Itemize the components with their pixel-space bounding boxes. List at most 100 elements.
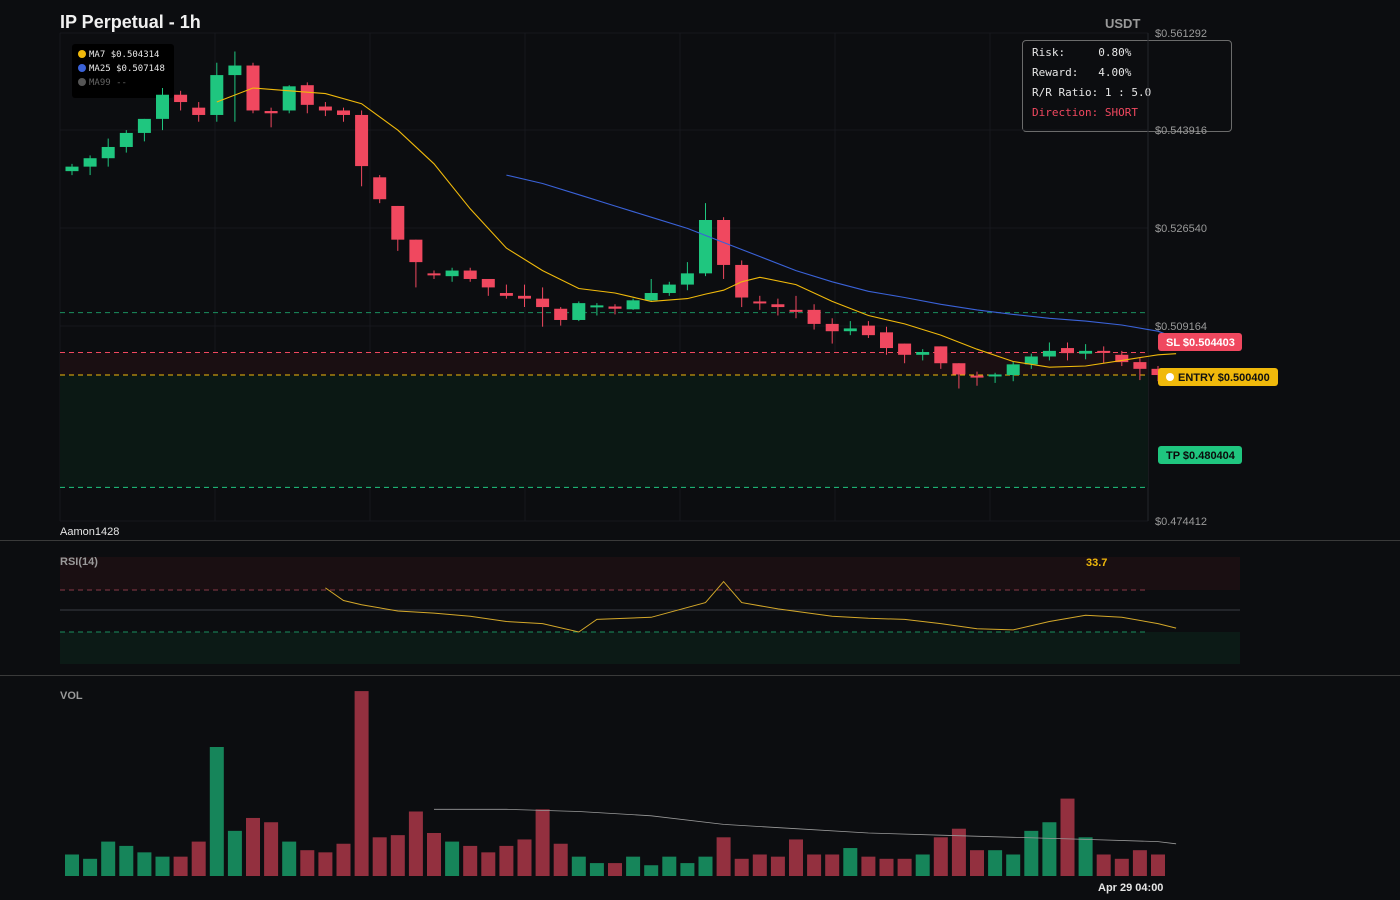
volume-bar [807,854,822,876]
candle [337,107,350,122]
volume-bar [1151,854,1165,876]
volume-bar [734,858,749,876]
volume-bar [680,863,695,876]
candle-body [861,325,875,336]
entry-tag: ENTRY $0.500400 [1158,368,1278,386]
candle [1061,342,1074,361]
profit-zone [60,375,1148,488]
ma-legend: MA7 $0.504314 MA25 $0.507148 MA99 -- [72,44,174,98]
candle [518,284,531,308]
rsi-chart[interactable] [0,541,1400,676]
candle-body [1042,350,1056,357]
volume-bar [65,854,79,876]
rsi-line [325,580,1177,633]
candle-body [228,65,242,76]
volume-bar [101,841,116,876]
volume-bar [825,854,840,876]
sl-tag-text: SL $0.504403 [1166,337,1235,349]
candle [699,203,712,277]
direction-value: SHORT [1104,106,1138,119]
volume-bar [83,858,98,876]
candle-body [898,343,912,355]
y-tick-label: $0.526540 [1155,223,1207,235]
tp-tag-bg [1158,446,1242,464]
reward-value: 4.00% [1098,66,1132,79]
volume-bar [445,841,460,876]
candle-body [1079,350,1093,354]
volume-bar [843,848,858,876]
candle [861,321,875,338]
candle [970,371,984,386]
reward-label: Reward: [1032,66,1079,79]
legend-ma7-name: MA7 [89,50,106,60]
candle-body [282,86,296,111]
volume-bar [608,863,622,876]
candle [65,163,79,176]
candle-body [554,308,568,320]
volume-bar [463,845,478,876]
candle-body [1133,362,1147,369]
volume-bar [227,830,242,876]
candle-body [952,363,966,375]
candle [1024,353,1038,369]
candle-body [355,114,369,167]
risk-zone [60,352,1148,376]
candle [934,346,948,369]
entry-dot-icon [1166,373,1174,381]
candle [481,278,495,296]
candle-body [192,107,206,115]
rsi-oversold-zone [60,632,1240,664]
volume-bar [155,856,170,876]
candle [753,295,767,310]
volume-bar [789,839,803,876]
rsi-value: 33.7 [1086,557,1108,569]
candle [264,107,278,128]
candle [735,260,749,308]
candle [662,281,676,296]
candle-body [1115,354,1129,363]
candle [373,175,387,204]
candle [916,349,930,361]
time-axis-label: Apr 29 04:00 [1098,882,1164,894]
candle-body [807,309,821,324]
quote-currency: USDT [1105,16,1141,31]
legend-ma7: MA7 $0.504314 [78,48,174,62]
candle [825,318,839,344]
y-tick-label: $0.543916 [1155,125,1207,137]
direction-label: Direction: [1032,106,1099,119]
volume-bar [137,852,152,876]
candle [156,88,169,131]
volume-bar [861,856,876,876]
candle-body [825,323,839,332]
volume-bar [644,865,659,876]
volume-bar [951,828,966,876]
volume-bar [336,843,351,876]
candle-body [662,284,676,294]
volume-bar [1060,798,1075,876]
candle-body [101,146,115,159]
candle-body [789,309,803,312]
candle-body [373,177,387,200]
sl-tag-bg [1158,333,1242,351]
candle [300,82,314,114]
candle [1079,344,1093,360]
candle [1097,346,1111,364]
ma7-dot-icon [78,50,86,58]
candle [1042,342,1056,361]
candle-body [300,85,314,105]
candle [988,372,1002,383]
candle-body [680,273,694,285]
candle-body [445,270,459,277]
legend-ma25-name: MA25 [89,64,111,74]
entry-tag-bg [1158,368,1278,386]
candle [192,102,206,122]
volume-bar [372,837,387,876]
volume-chart[interactable] [0,676,1400,900]
price-chart[interactable]: $0.561292 $0.543916 $0.526540 $0.509164 $0.4… [0,0,1400,540]
candle-body [970,375,984,378]
candle [590,303,604,316]
volume-bar [354,691,369,876]
watermark: Aamon1428 [60,526,120,538]
reward-row: Reward: 4.00% [1032,66,1231,86]
ma25-dot-icon [78,64,86,72]
